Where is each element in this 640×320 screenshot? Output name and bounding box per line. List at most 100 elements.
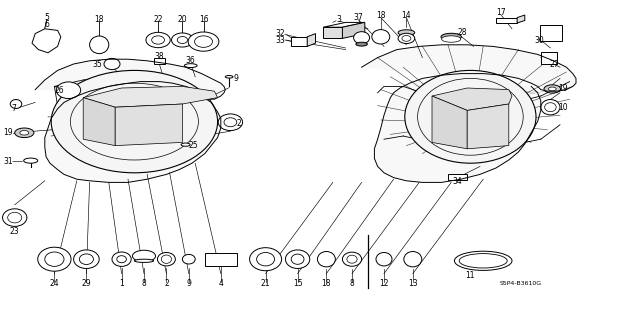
Text: 18: 18 <box>376 11 385 20</box>
Ellipse shape <box>376 252 392 266</box>
Ellipse shape <box>112 252 131 266</box>
Text: 20: 20 <box>177 15 188 24</box>
Text: 18: 18 <box>322 279 331 288</box>
Text: 27: 27 <box>549 60 559 68</box>
Text: 33: 33 <box>275 36 285 44</box>
Text: 29: 29 <box>81 279 92 288</box>
Ellipse shape <box>90 36 109 54</box>
Text: 9: 9 <box>234 74 239 83</box>
Ellipse shape <box>8 212 22 223</box>
Polygon shape <box>83 98 115 146</box>
Text: 6: 6 <box>44 20 49 28</box>
Ellipse shape <box>152 36 164 44</box>
Text: 17: 17 <box>496 8 506 17</box>
Ellipse shape <box>134 259 154 262</box>
Ellipse shape <box>398 30 415 36</box>
Polygon shape <box>496 18 517 23</box>
Ellipse shape <box>317 252 335 267</box>
Text: 15: 15 <box>292 279 303 288</box>
Text: 23: 23 <box>10 228 20 236</box>
Ellipse shape <box>441 33 461 40</box>
Ellipse shape <box>257 252 275 266</box>
Circle shape <box>548 87 556 91</box>
Ellipse shape <box>454 251 512 270</box>
Ellipse shape <box>45 252 64 266</box>
Ellipse shape <box>3 209 27 227</box>
Polygon shape <box>323 22 365 27</box>
Text: 14: 14 <box>401 11 412 20</box>
Ellipse shape <box>51 70 218 173</box>
Text: 38: 38 <box>154 52 164 61</box>
Text: 28: 28 <box>458 28 467 37</box>
Ellipse shape <box>404 252 422 267</box>
Ellipse shape <box>442 36 461 42</box>
Ellipse shape <box>342 252 362 266</box>
Text: 36: 36 <box>186 56 196 65</box>
Polygon shape <box>342 22 365 38</box>
Text: S5P4-B3610G: S5P4-B3610G <box>499 281 541 286</box>
Text: 35: 35 <box>93 60 102 68</box>
Text: 11: 11 <box>466 271 475 280</box>
Ellipse shape <box>157 252 175 266</box>
Ellipse shape <box>372 30 390 44</box>
Ellipse shape <box>218 114 243 131</box>
Polygon shape <box>307 34 316 46</box>
Ellipse shape <box>347 255 357 263</box>
Text: 2: 2 <box>164 279 169 288</box>
Circle shape <box>544 85 561 93</box>
Text: 32: 32 <box>275 29 285 38</box>
Ellipse shape <box>404 70 536 163</box>
Polygon shape <box>362 45 576 182</box>
Ellipse shape <box>181 143 190 146</box>
Ellipse shape <box>146 32 170 48</box>
Ellipse shape <box>225 76 233 78</box>
Text: 37: 37 <box>353 13 364 22</box>
Text: 9: 9 <box>186 279 191 288</box>
Ellipse shape <box>79 254 93 264</box>
Polygon shape <box>517 15 525 23</box>
Polygon shape <box>323 27 342 38</box>
Polygon shape <box>32 29 61 53</box>
Ellipse shape <box>353 32 370 44</box>
Ellipse shape <box>224 118 237 127</box>
Ellipse shape <box>104 59 120 70</box>
Ellipse shape <box>177 36 188 44</box>
Text: 8: 8 <box>349 279 355 288</box>
Text: 1: 1 <box>119 279 124 288</box>
Text: 34: 34 <box>452 177 463 186</box>
Ellipse shape <box>195 36 212 47</box>
Text: 19: 19 <box>3 128 13 137</box>
Bar <box>540 25 562 41</box>
Text: 12: 12 <box>380 279 388 288</box>
Polygon shape <box>35 59 225 182</box>
Text: 4: 4 <box>218 279 223 288</box>
Text: 18: 18 <box>95 15 104 24</box>
Text: 31: 31 <box>3 157 13 166</box>
Ellipse shape <box>356 42 367 46</box>
Ellipse shape <box>398 33 415 44</box>
Text: 22: 22 <box>154 15 163 24</box>
Text: 10: 10 <box>558 103 568 112</box>
Text: 5: 5 <box>44 13 49 22</box>
Bar <box>154 58 165 64</box>
Ellipse shape <box>188 32 219 51</box>
Circle shape <box>20 131 29 135</box>
Ellipse shape <box>172 33 193 47</box>
Bar <box>448 174 467 180</box>
Polygon shape <box>83 86 218 107</box>
Ellipse shape <box>402 36 411 41</box>
Ellipse shape <box>541 100 560 115</box>
Text: 30: 30 <box>534 36 544 44</box>
Text: 13: 13 <box>408 279 418 288</box>
Ellipse shape <box>10 100 22 108</box>
Ellipse shape <box>24 158 38 163</box>
Ellipse shape <box>56 82 81 99</box>
Ellipse shape <box>182 254 195 264</box>
Circle shape <box>132 250 156 262</box>
Ellipse shape <box>417 78 523 155</box>
Polygon shape <box>432 88 512 110</box>
Ellipse shape <box>545 103 556 112</box>
Text: 16: 16 <box>198 15 209 24</box>
Ellipse shape <box>285 250 310 268</box>
Text: 25: 25 <box>189 141 198 150</box>
